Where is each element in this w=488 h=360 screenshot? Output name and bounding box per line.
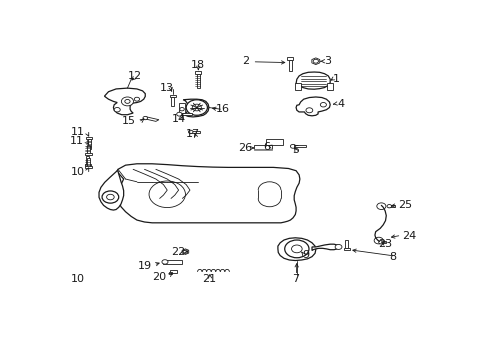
Text: 15: 15 xyxy=(122,116,136,126)
Circle shape xyxy=(373,237,383,244)
Circle shape xyxy=(186,100,207,115)
Polygon shape xyxy=(311,58,319,64)
Bar xyxy=(85,153,92,155)
Circle shape xyxy=(183,250,187,253)
Bar xyxy=(87,139,90,149)
Circle shape xyxy=(149,181,185,208)
Bar xyxy=(85,166,92,168)
Text: 10: 10 xyxy=(70,274,84,284)
Text: 13: 13 xyxy=(159,82,173,93)
Bar xyxy=(288,60,291,71)
Bar xyxy=(295,82,301,90)
Circle shape xyxy=(284,240,308,258)
Circle shape xyxy=(320,103,325,107)
Circle shape xyxy=(134,97,139,101)
Text: 23: 23 xyxy=(378,239,392,249)
Bar xyxy=(178,113,192,115)
Bar xyxy=(86,156,89,165)
Circle shape xyxy=(192,104,201,111)
Text: 6: 6 xyxy=(263,142,270,152)
Text: 4: 4 xyxy=(336,99,344,109)
Bar xyxy=(387,205,394,207)
Bar xyxy=(379,241,386,243)
Text: 25: 25 xyxy=(398,201,412,210)
Circle shape xyxy=(188,130,193,134)
Bar xyxy=(169,95,175,97)
Bar xyxy=(178,103,185,113)
Text: 21: 21 xyxy=(202,274,216,284)
Bar xyxy=(326,82,332,90)
Text: 24: 24 xyxy=(401,231,416,241)
Bar xyxy=(170,270,177,273)
Polygon shape xyxy=(296,72,329,89)
Circle shape xyxy=(180,108,184,111)
Circle shape xyxy=(176,112,182,116)
Bar xyxy=(168,272,171,274)
Circle shape xyxy=(312,59,318,63)
Text: 8: 8 xyxy=(388,252,396,262)
Text: 17: 17 xyxy=(185,129,200,139)
Bar xyxy=(265,139,282,145)
Text: 14: 14 xyxy=(172,114,186,123)
Polygon shape xyxy=(311,244,338,251)
Text: 10: 10 xyxy=(70,167,84,177)
Text: 11: 11 xyxy=(70,127,84,137)
Circle shape xyxy=(106,194,114,200)
Circle shape xyxy=(121,97,133,106)
Text: 12: 12 xyxy=(128,71,142,81)
Bar xyxy=(195,72,201,74)
Polygon shape xyxy=(104,88,145,115)
Circle shape xyxy=(114,108,120,112)
Circle shape xyxy=(124,99,130,103)
Circle shape xyxy=(162,260,168,264)
Text: 20: 20 xyxy=(152,271,166,282)
Polygon shape xyxy=(277,238,315,261)
Text: 3: 3 xyxy=(324,56,331,66)
Bar xyxy=(163,260,182,264)
Circle shape xyxy=(334,244,341,249)
Text: 16: 16 xyxy=(216,104,230,114)
Bar xyxy=(86,137,92,139)
Circle shape xyxy=(386,204,391,208)
Bar xyxy=(87,145,90,153)
Bar xyxy=(189,131,200,133)
Bar xyxy=(253,145,271,149)
Circle shape xyxy=(376,203,385,210)
Text: 7: 7 xyxy=(291,274,298,284)
Circle shape xyxy=(291,245,302,253)
Text: 11: 11 xyxy=(70,136,84,146)
Polygon shape xyxy=(143,117,159,121)
Bar xyxy=(84,164,90,166)
Text: 2: 2 xyxy=(242,56,249,66)
Text: 18: 18 xyxy=(191,60,205,70)
Circle shape xyxy=(305,108,312,113)
Circle shape xyxy=(290,144,295,148)
Polygon shape xyxy=(183,99,208,117)
Bar xyxy=(291,145,305,148)
Circle shape xyxy=(142,116,147,120)
Text: 1: 1 xyxy=(332,74,340,84)
Text: 9: 9 xyxy=(302,250,308,260)
Polygon shape xyxy=(182,249,188,255)
Bar xyxy=(87,158,90,167)
Bar xyxy=(196,74,200,87)
Bar xyxy=(286,57,292,60)
Circle shape xyxy=(102,191,119,203)
Polygon shape xyxy=(117,164,299,223)
Bar xyxy=(343,248,349,250)
Text: 22: 22 xyxy=(171,247,185,257)
Text: 5: 5 xyxy=(291,145,298,155)
Bar xyxy=(345,240,347,248)
Circle shape xyxy=(378,240,383,244)
Bar xyxy=(171,97,174,105)
Polygon shape xyxy=(296,97,329,116)
Polygon shape xyxy=(99,171,123,210)
Text: 26: 26 xyxy=(238,143,252,153)
Bar xyxy=(253,149,271,150)
Text: 19: 19 xyxy=(138,261,152,270)
